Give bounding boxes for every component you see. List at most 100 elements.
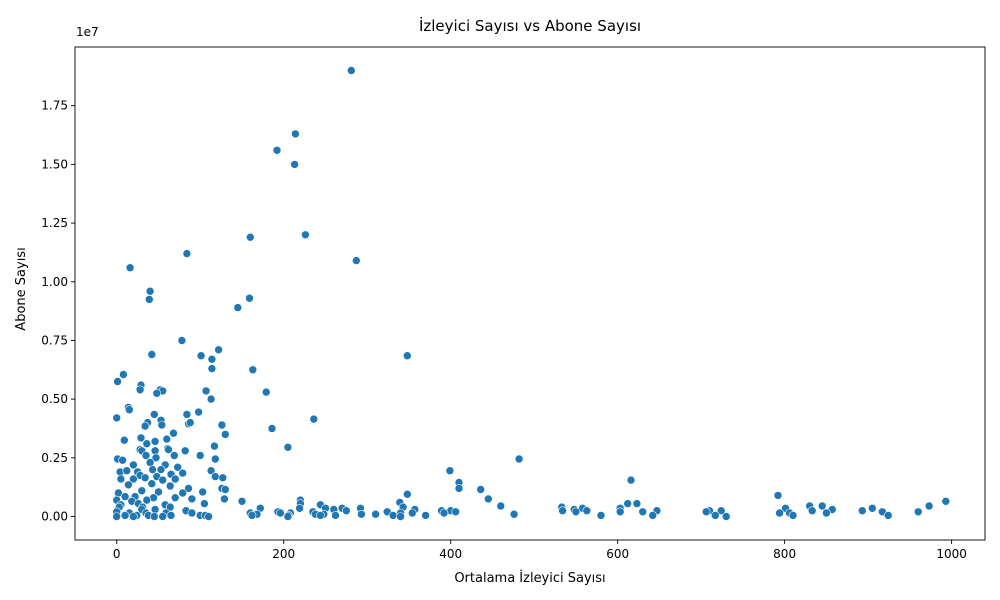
data-point: [122, 466, 132, 476]
data-point: [211, 472, 220, 481]
data-point: [145, 295, 154, 304]
data-point: [773, 491, 783, 500]
data-point: [283, 512, 293, 521]
data-point: [331, 511, 340, 520]
data-point: [119, 370, 128, 379]
data-point: [178, 488, 187, 498]
data-point: [180, 446, 190, 456]
data-point: [214, 345, 223, 355]
data-point: [120, 435, 129, 445]
chart-title: İzleyici Sayısı vs Abone Sayısı: [419, 16, 641, 35]
data-point: [788, 511, 798, 520]
data-point: [145, 286, 155, 296]
data-point: [701, 507, 711, 517]
data-point: [476, 485, 486, 494]
data-point: [129, 512, 138, 521]
data-point: [173, 462, 182, 472]
data-point: [357, 509, 366, 519]
data-point: [351, 256, 361, 265]
data-point: [187, 508, 197, 518]
data-point: [883, 511, 893, 520]
data-point: [158, 475, 167, 485]
data-point: [113, 377, 122, 386]
data-point: [483, 494, 493, 504]
y-axis: 0.00 0.25 0.50 0.75 1.00 1.25 1.50 1.75: [41, 99, 75, 524]
data-point: [822, 508, 831, 518]
data-point: [207, 364, 217, 373]
data-point: [316, 511, 325, 520]
data-point: [924, 501, 934, 511]
x-axis: 0 200 400 600 800 1000: [113, 540, 967, 561]
data-point: [147, 479, 157, 489]
y-tick-label: 1.00: [41, 275, 68, 289]
data-point: [291, 129, 300, 139]
data-point: [129, 474, 138, 484]
data-point: [147, 350, 157, 359]
data-point: [221, 430, 230, 439]
data-point: [261, 387, 271, 397]
data-point: [626, 475, 636, 485]
data-point: [184, 484, 193, 493]
data-point: [201, 386, 211, 396]
data-point: [136, 433, 146, 443]
data-point: [221, 485, 230, 494]
data-point: [206, 466, 216, 476]
data-point: [775, 508, 784, 518]
data-point: [187, 494, 197, 504]
data-point: [301, 230, 310, 240]
data-point: [125, 405, 134, 415]
data-point: [217, 420, 227, 430]
data-point: [439, 508, 449, 518]
data-point: [623, 499, 633, 508]
x-axis-label: Ortalama İzleyici Sayısı: [454, 570, 605, 586]
x-tick-label: 200: [272, 547, 295, 561]
data-point: [496, 501, 506, 511]
x-tick-label: 0: [113, 547, 121, 561]
data-point: [150, 410, 159, 419]
data-point: [157, 420, 167, 430]
data-point: [295, 503, 304, 513]
data-point: [290, 160, 299, 169]
data-point: [206, 394, 216, 404]
data-point: [817, 501, 827, 511]
data-point: [276, 508, 285, 518]
data-point: [558, 506, 567, 516]
data-point: [248, 365, 258, 375]
data-point: [371, 509, 380, 519]
x-tick-label: 1000: [936, 547, 967, 561]
data-point: [941, 496, 951, 506]
data-point: [807, 506, 817, 516]
data-point: [396, 512, 405, 521]
data-point: [198, 487, 207, 497]
data-point: [141, 451, 151, 460]
data-point: [137, 486, 147, 496]
y-tick-label: 1.25: [41, 216, 68, 230]
data-point: [142, 495, 152, 505]
data-point: [246, 232, 255, 242]
data-point: [913, 507, 923, 517]
data-point: [120, 511, 130, 520]
data-point: [177, 336, 187, 345]
data-point: [867, 503, 877, 513]
data-point: [388, 511, 398, 520]
y-axis-offset-label: 1e7: [76, 25, 99, 39]
axes-frame: [74, 46, 986, 541]
data-point: [182, 249, 192, 258]
data-point: [178, 468, 187, 478]
data-point: [582, 506, 592, 516]
data-point: [158, 512, 167, 521]
data-point: [421, 511, 430, 520]
data-point: [283, 442, 293, 452]
data-point: [152, 388, 162, 398]
data-point: [140, 421, 150, 431]
data-point: [218, 473, 228, 483]
data-point: [148, 465, 157, 474]
data-point: [112, 413, 121, 423]
data-point: [145, 458, 155, 467]
data-point: [166, 511, 176, 520]
data-point: [402, 489, 412, 499]
data-point: [195, 451, 205, 460]
data-point: [156, 465, 166, 474]
data-point: [194, 407, 203, 417]
